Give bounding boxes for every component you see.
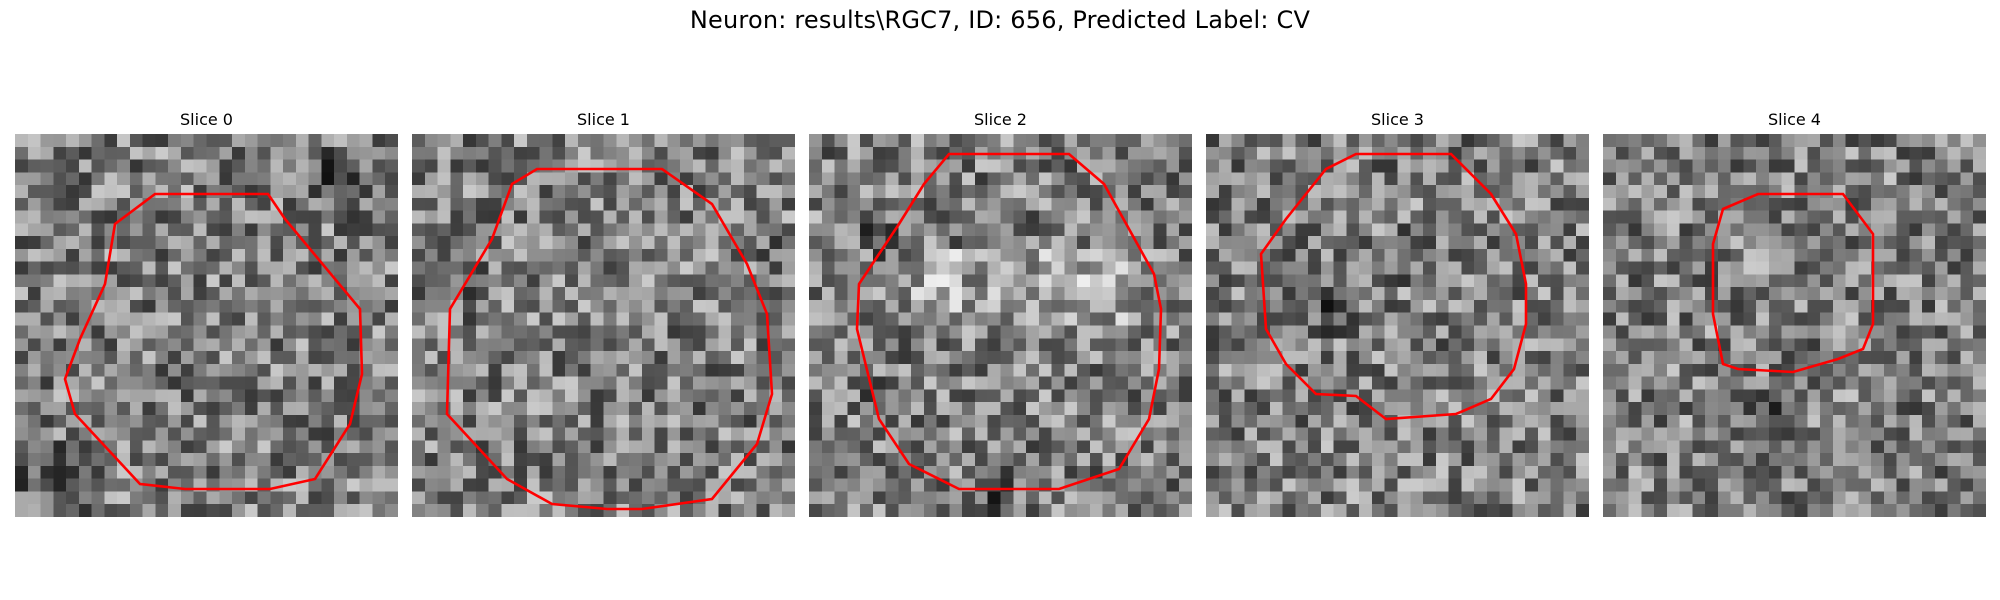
roi-contour-overlay (1206, 134, 1589, 517)
slice-image (412, 134, 795, 517)
slice-title: Slice 0 (15, 108, 398, 132)
roi-contour-overlay (809, 134, 1192, 517)
slice-panel-3: Slice 3 (1206, 108, 1589, 132)
figure-title: Neuron: results\RGC7, ID: 656, Predicted… (0, 6, 2000, 34)
slice-panel-1: Slice 1 (412, 108, 795, 132)
slice-panel-0: Slice 0 (15, 108, 398, 132)
roi-contour-overlay (1603, 134, 1986, 517)
slice-image (15, 134, 398, 517)
roi-contour (1261, 154, 1526, 419)
roi-contour-overlay (412, 134, 795, 517)
slice-panel-2: Slice 2 (809, 108, 1192, 132)
slice-title: Slice 1 (412, 108, 795, 132)
roi-contour (1713, 194, 1873, 372)
roi-contour (65, 194, 362, 489)
slice-panel-4: Slice 4 (1603, 108, 1986, 132)
roi-contour (447, 169, 772, 509)
slice-image (809, 134, 1192, 517)
slice-title: Slice 3 (1206, 108, 1589, 132)
roi-contour (857, 154, 1161, 489)
slice-title: Slice 4 (1603, 108, 1986, 132)
slice-image (1206, 134, 1589, 517)
slice-title: Slice 2 (809, 108, 1192, 132)
roi-contour-overlay (15, 134, 398, 517)
slice-image (1603, 134, 1986, 517)
